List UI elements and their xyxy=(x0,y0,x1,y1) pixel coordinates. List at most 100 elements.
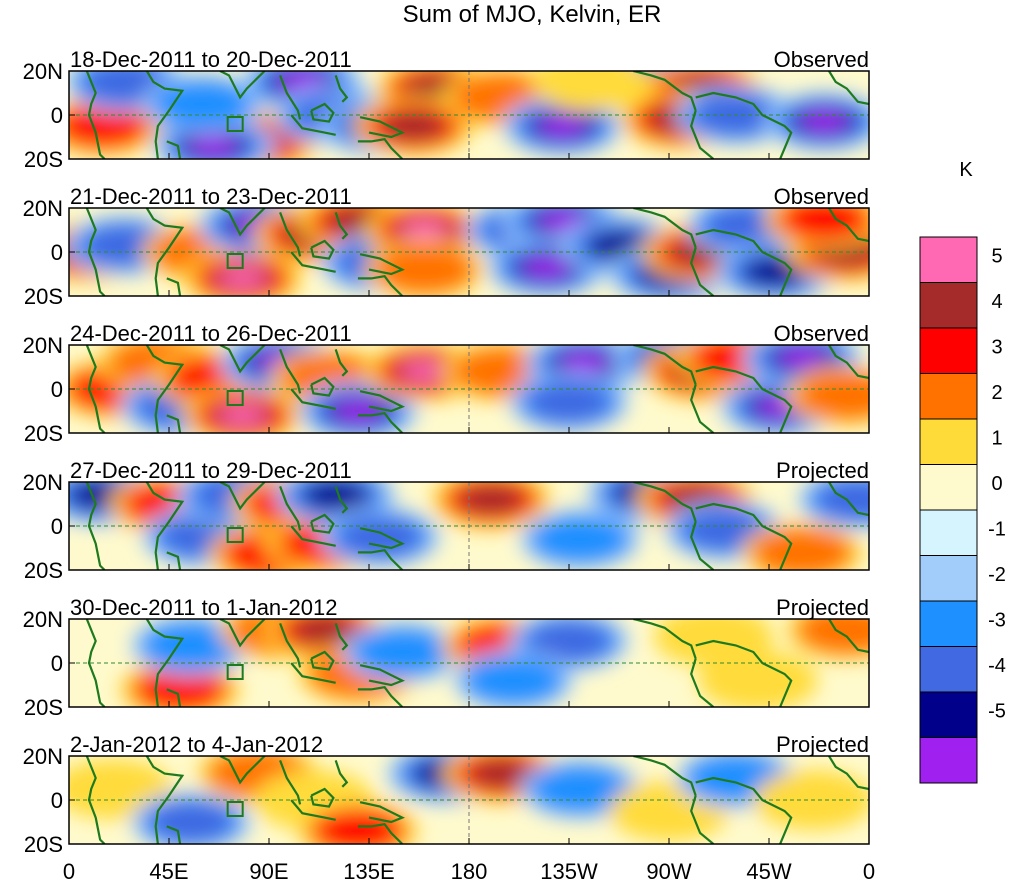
anomaly-blob-8 xyxy=(527,621,611,661)
anomaly-blob-6 xyxy=(351,627,454,677)
x-axis: 0 45E 90E 135E 180 135W 90W 45W 0 xyxy=(63,859,875,884)
coastline-14 xyxy=(828,619,869,654)
panel-status: Observed xyxy=(774,184,869,209)
coastline-14 xyxy=(828,345,869,380)
chart-title: Sum of MJO, Kelvin, ER xyxy=(403,1,662,28)
coastline-12 xyxy=(690,247,715,296)
coastline-3 xyxy=(166,825,182,844)
coastline-2 xyxy=(145,345,185,433)
panel-status: Projected xyxy=(776,458,869,483)
coastline-14 xyxy=(828,71,869,106)
anomaly-blob-11 xyxy=(380,111,447,141)
coastline-3 xyxy=(166,140,182,159)
colorbar-label: 1 xyxy=(991,428,1002,450)
anomaly-blob-12 xyxy=(795,619,869,655)
anomaly-blob-8 xyxy=(302,482,369,511)
coastline-7 xyxy=(310,513,335,534)
anomaly-blob-10 xyxy=(458,484,525,515)
anomaly-blob-9 xyxy=(462,655,565,706)
map-panel-4: 27-Dec-2011 to 29-Dec-2011 Projected 20N 0 2… xyxy=(23,458,870,583)
coastline-12 xyxy=(690,795,715,844)
coastline-4 xyxy=(219,208,266,237)
region-box xyxy=(226,664,244,680)
anomaly-field xyxy=(69,208,869,296)
x-tick-label: 135W xyxy=(540,859,598,884)
anomaly-blob-2 xyxy=(149,802,234,842)
coastline-7 xyxy=(310,376,335,397)
colorbar-box xyxy=(919,282,978,329)
y-tick-label: 20S xyxy=(24,284,63,309)
coastline-12 xyxy=(690,521,715,570)
colorbar-box xyxy=(919,737,978,784)
coastline-4 xyxy=(219,756,266,785)
panel-date-range: 2-Jan-2012 to 4-Jan-2012 xyxy=(70,732,323,757)
coastline-10 xyxy=(357,686,404,707)
anomaly-field xyxy=(69,345,869,433)
y-tick-label: 20N xyxy=(23,333,63,358)
coastline-13 xyxy=(695,502,793,570)
coastline-12 xyxy=(690,658,715,707)
region-box xyxy=(226,116,244,132)
coastline-10 xyxy=(357,549,404,570)
coastline-13 xyxy=(695,228,793,296)
y-tick-label: 20N xyxy=(23,744,63,769)
coastline-5 xyxy=(279,623,302,668)
colorbar-box xyxy=(919,600,978,647)
map-panel-5: 30-Dec-2011 to 1-Jan-2012 Projected 20N 0 20… xyxy=(23,595,870,720)
coastline-13 xyxy=(695,776,793,844)
coastline-11 xyxy=(633,619,697,659)
coastline-9 xyxy=(359,116,406,139)
y-tick-label: 0 xyxy=(51,240,63,265)
coastline-6 xyxy=(290,525,336,547)
colorbar-box xyxy=(919,327,978,374)
coastline-6 xyxy=(290,662,336,684)
colorbar-labels: 5 4 3 2 1 0 -1 -2 -3 -4 -5 xyxy=(988,246,1006,723)
coastline-5 xyxy=(279,75,302,120)
coastline-11 xyxy=(633,208,697,248)
region-box xyxy=(226,527,244,543)
coastline-14 xyxy=(828,756,869,791)
coastline-8 xyxy=(334,212,349,240)
anomaly-blob-5 xyxy=(218,405,267,426)
y-tick-label: 20N xyxy=(23,607,63,632)
coastline-5 xyxy=(279,760,302,805)
anomaly-blob-4 xyxy=(218,268,267,289)
panel-status: Projected xyxy=(776,595,869,620)
y-tick-label: 0 xyxy=(51,377,63,402)
coastline-10 xyxy=(357,412,404,433)
anomaly-blob-9 xyxy=(400,220,449,240)
anomaly-blob-20 xyxy=(782,208,867,239)
colorbar: K 5 4 3 2 1 0 -1 -2 -3 -4 -5 xyxy=(919,159,1006,784)
coastline-2 xyxy=(145,71,185,159)
coastline-3 xyxy=(166,414,182,433)
anomaly-blob-19 xyxy=(531,71,652,112)
panel-date-range: 27-Dec-2011 to 29-Dec-2011 xyxy=(70,458,352,483)
x-tick-label: 45E xyxy=(149,859,188,884)
coastline-11 xyxy=(633,71,697,111)
coastline-7 xyxy=(310,787,335,808)
anomaly-field xyxy=(69,756,869,844)
coastline-9 xyxy=(359,527,406,550)
anomaly-blob-14 xyxy=(682,510,767,551)
colorbar-label: -4 xyxy=(988,655,1006,677)
map-panel-3: 24-Dec-2011 to 26-Dec-2011 Observed 20N 0 20… xyxy=(23,321,870,446)
anomaly-field xyxy=(69,71,869,159)
colorbar-label: -2 xyxy=(988,564,1006,586)
y-tick-label: 20S xyxy=(24,695,63,720)
colorbar-box xyxy=(919,646,978,693)
panel-date-range: 24-Dec-2011 to 26-Dec-2011 xyxy=(70,321,352,346)
anomaly-blob-11 xyxy=(529,514,632,565)
anomaly-blob-17 xyxy=(778,348,827,369)
coastline-12 xyxy=(690,384,715,433)
y-tick-label: 0 xyxy=(51,514,63,539)
colorbar-label: 5 xyxy=(991,246,1002,268)
y-tick-label: 20S xyxy=(24,147,63,172)
map-panel-1: 18-Dec-2011 to 20-Dec-2011 Observed 20N 0 20… xyxy=(23,47,870,172)
anomaly-blob-13 xyxy=(538,116,587,136)
anomaly-blob-2 xyxy=(140,620,243,671)
x-tick-label: 90E xyxy=(249,859,288,884)
y-tick-label: 20S xyxy=(24,421,63,446)
anomaly-field xyxy=(69,482,869,570)
map-panel-6: 2-Jan-2012 to 4-Jan-2012 Projected 20N 0 20S xyxy=(23,732,870,857)
